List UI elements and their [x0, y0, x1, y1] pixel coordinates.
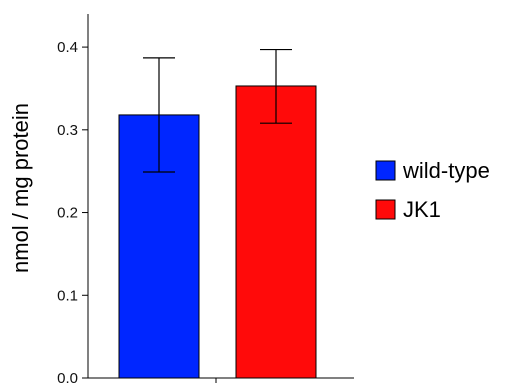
y-tick-label: 0.0: [57, 370, 78, 383]
y-tick-label: 0.4: [57, 39, 78, 56]
bar-jk1: [235, 85, 317, 379]
y-tick-label: 0.2: [57, 205, 78, 222]
y-tick-label: 0.3: [57, 122, 78, 139]
legend-swatch-jk1: [375, 199, 396, 220]
legend-swatch-wild-type: [375, 160, 396, 181]
plot-area: 0.0 0.1 0.2 0.3 0.4: [57, 14, 354, 383]
legend-label-jk1: JK1: [403, 197, 441, 222]
legend-label-wild-type: wild-type: [402, 158, 490, 183]
y-axis-label: nmol / mg protein: [8, 103, 33, 273]
y-tick-label: 0.1: [57, 287, 78, 304]
legend: wild-type JK1: [375, 158, 490, 222]
